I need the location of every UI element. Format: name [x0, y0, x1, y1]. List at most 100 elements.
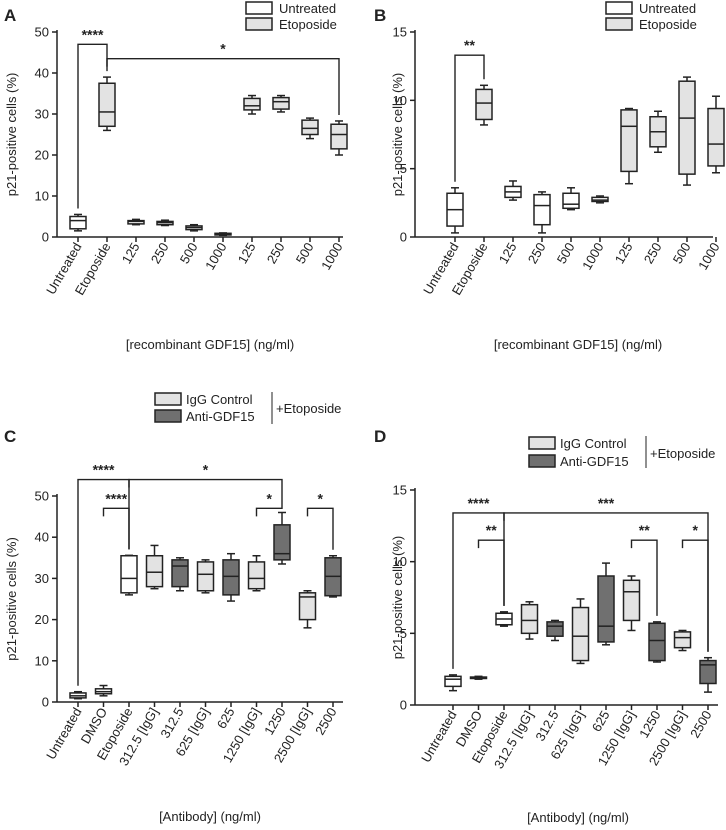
box-etoposide	[678, 80, 696, 175]
y-tick-label: 10	[35, 189, 49, 204]
significance-bracket	[477, 539, 505, 606]
x-axis-title: [Antibody] (ng/ml)	[159, 809, 261, 824]
significance-label: **	[464, 37, 475, 53]
box-igg	[571, 606, 590, 662]
panel-b-chart: 0 5 10 15 p21-positive cells (%) [recombinant…	[390, 25, 725, 352]
significance-bracket	[102, 507, 130, 550]
legend-c-anti-swatch	[154, 409, 182, 423]
box-igg	[196, 561, 215, 592]
significance-label: ****	[468, 495, 490, 511]
legend-b-etoposide-swatch	[605, 17, 633, 31]
box-igg	[673, 631, 692, 649]
y-tick-label: 0	[42, 230, 49, 245]
box-etoposide	[620, 109, 638, 173]
box-anti	[546, 621, 564, 637]
y-tick-label: 30	[35, 107, 49, 122]
legend-d-anti-swatch	[528, 454, 556, 468]
panel-label-b: B	[374, 6, 386, 25]
box-etoposide	[272, 96, 290, 110]
significance-label: ****	[82, 26, 104, 42]
x-tick-label: 500	[293, 240, 317, 266]
y-tick-label: 20	[35, 148, 49, 163]
box-igg	[298, 592, 317, 621]
panel-label-c: C	[4, 427, 16, 446]
significance-label: *	[220, 41, 226, 57]
legend-d-igg-label: IgG Control	[560, 436, 627, 451]
box-igg	[520, 603, 539, 635]
y-tick-label: 20	[35, 612, 49, 627]
x-tick-label: 2500	[312, 705, 339, 738]
box-igg	[247, 561, 266, 590]
panel-label-d: D	[374, 427, 386, 446]
y-tick-label: 0	[400, 230, 407, 245]
significance-bracket	[306, 507, 334, 550]
x-tick-label: 125	[235, 240, 259, 266]
significance-label: *	[267, 490, 273, 506]
legend-d-anti-label: Anti-GDF15	[560, 454, 629, 469]
box-etoposide	[301, 119, 319, 136]
x-tick-label: 1000	[202, 240, 229, 273]
box-untreated	[533, 193, 551, 226]
significance-label: **	[639, 522, 650, 538]
x-tick-label: 1000	[579, 240, 606, 273]
x-tick-label: 250	[264, 240, 288, 266]
legend-d: IgG Control Anti-GDF15 +Etoposide	[528, 436, 715, 469]
legend-a-untreated-label: Untreated	[279, 1, 336, 16]
panel-d-chart: 0 5 10 15 p21-positive cells (%) [Antibody] (…	[390, 483, 718, 825]
legend-c-igg-label: IgG Control	[186, 392, 253, 407]
x-tick-label: 1000	[695, 240, 722, 273]
legend-d-igg-swatch	[528, 436, 556, 450]
box-anti	[222, 559, 240, 596]
box-igg	[145, 554, 164, 588]
x-tick-label: 625	[214, 705, 238, 731]
box-untreated	[120, 554, 138, 594]
legend-c-anti-label: Anti-GDF15	[186, 409, 255, 424]
x-tick-label: 500	[554, 240, 578, 266]
box-untreated	[127, 219, 145, 225]
box-anti	[648, 622, 666, 662]
x-tick-label: 125	[496, 240, 520, 266]
x-tick-label: 125	[119, 240, 143, 266]
x-tick-label: Untreated	[418, 708, 460, 765]
y-tick-label: 5	[400, 626, 407, 641]
panel-a-chart: 0 10 20 30 40 50 p21-positive cells (%) [recomb…	[4, 25, 348, 352]
significance-bracket	[630, 539, 658, 616]
significance-bracket	[77, 43, 108, 209]
box-anti	[171, 559, 189, 588]
y-tick-label: 10	[35, 653, 49, 668]
legend-b-untreated-swatch	[605, 1, 633, 15]
significance-label: *	[318, 490, 324, 506]
legend-c-group-label: +Etoposide	[276, 401, 341, 416]
legend-a-etoposide-swatch	[245, 17, 273, 31]
y-axis-title: p21-positive cells (%)	[4, 73, 19, 197]
y-axis-title: p21-positive cells (%)	[390, 73, 405, 197]
legend-b: Untreated Etoposide	[605, 1, 697, 32]
box-etoposide	[707, 107, 725, 167]
significance-label: *	[203, 462, 209, 478]
box-etoposide	[475, 88, 493, 121]
box-igg	[622, 579, 641, 622]
significance-bracket	[255, 506, 283, 517]
significance-bracket	[128, 478, 283, 507]
y-axis-title: p21-positive cells (%)	[390, 536, 405, 660]
legend-b-etoposide-label: Etoposide	[639, 17, 697, 32]
significance-bracket	[681, 539, 709, 652]
significance-label: *	[693, 522, 699, 538]
x-tick-label: 250	[148, 240, 172, 266]
x-tick-label: Untreated	[43, 705, 85, 762]
y-tick-label: 50	[35, 25, 49, 40]
panel-c-chart: 0 10 20 30 40 50 p21-positive cells (%) [Antibo…	[4, 462, 343, 824]
x-tick-label: 500	[670, 240, 694, 266]
y-tick-label: 30	[35, 571, 49, 586]
x-tick-label: 250	[525, 240, 549, 266]
y-tick-label: 0	[42, 695, 49, 710]
legend-c: IgG Control Anti-GDF15 +Etoposide	[154, 392, 341, 424]
x-tick-label: 625	[589, 708, 613, 734]
y-tick-label: 15	[393, 483, 407, 498]
legend-c-igg-swatch	[154, 392, 182, 406]
y-tick-label: 50	[35, 489, 49, 504]
y-tick-label: 40	[35, 66, 49, 81]
significance-label: ****	[105, 490, 127, 506]
box-etoposide	[98, 82, 116, 128]
